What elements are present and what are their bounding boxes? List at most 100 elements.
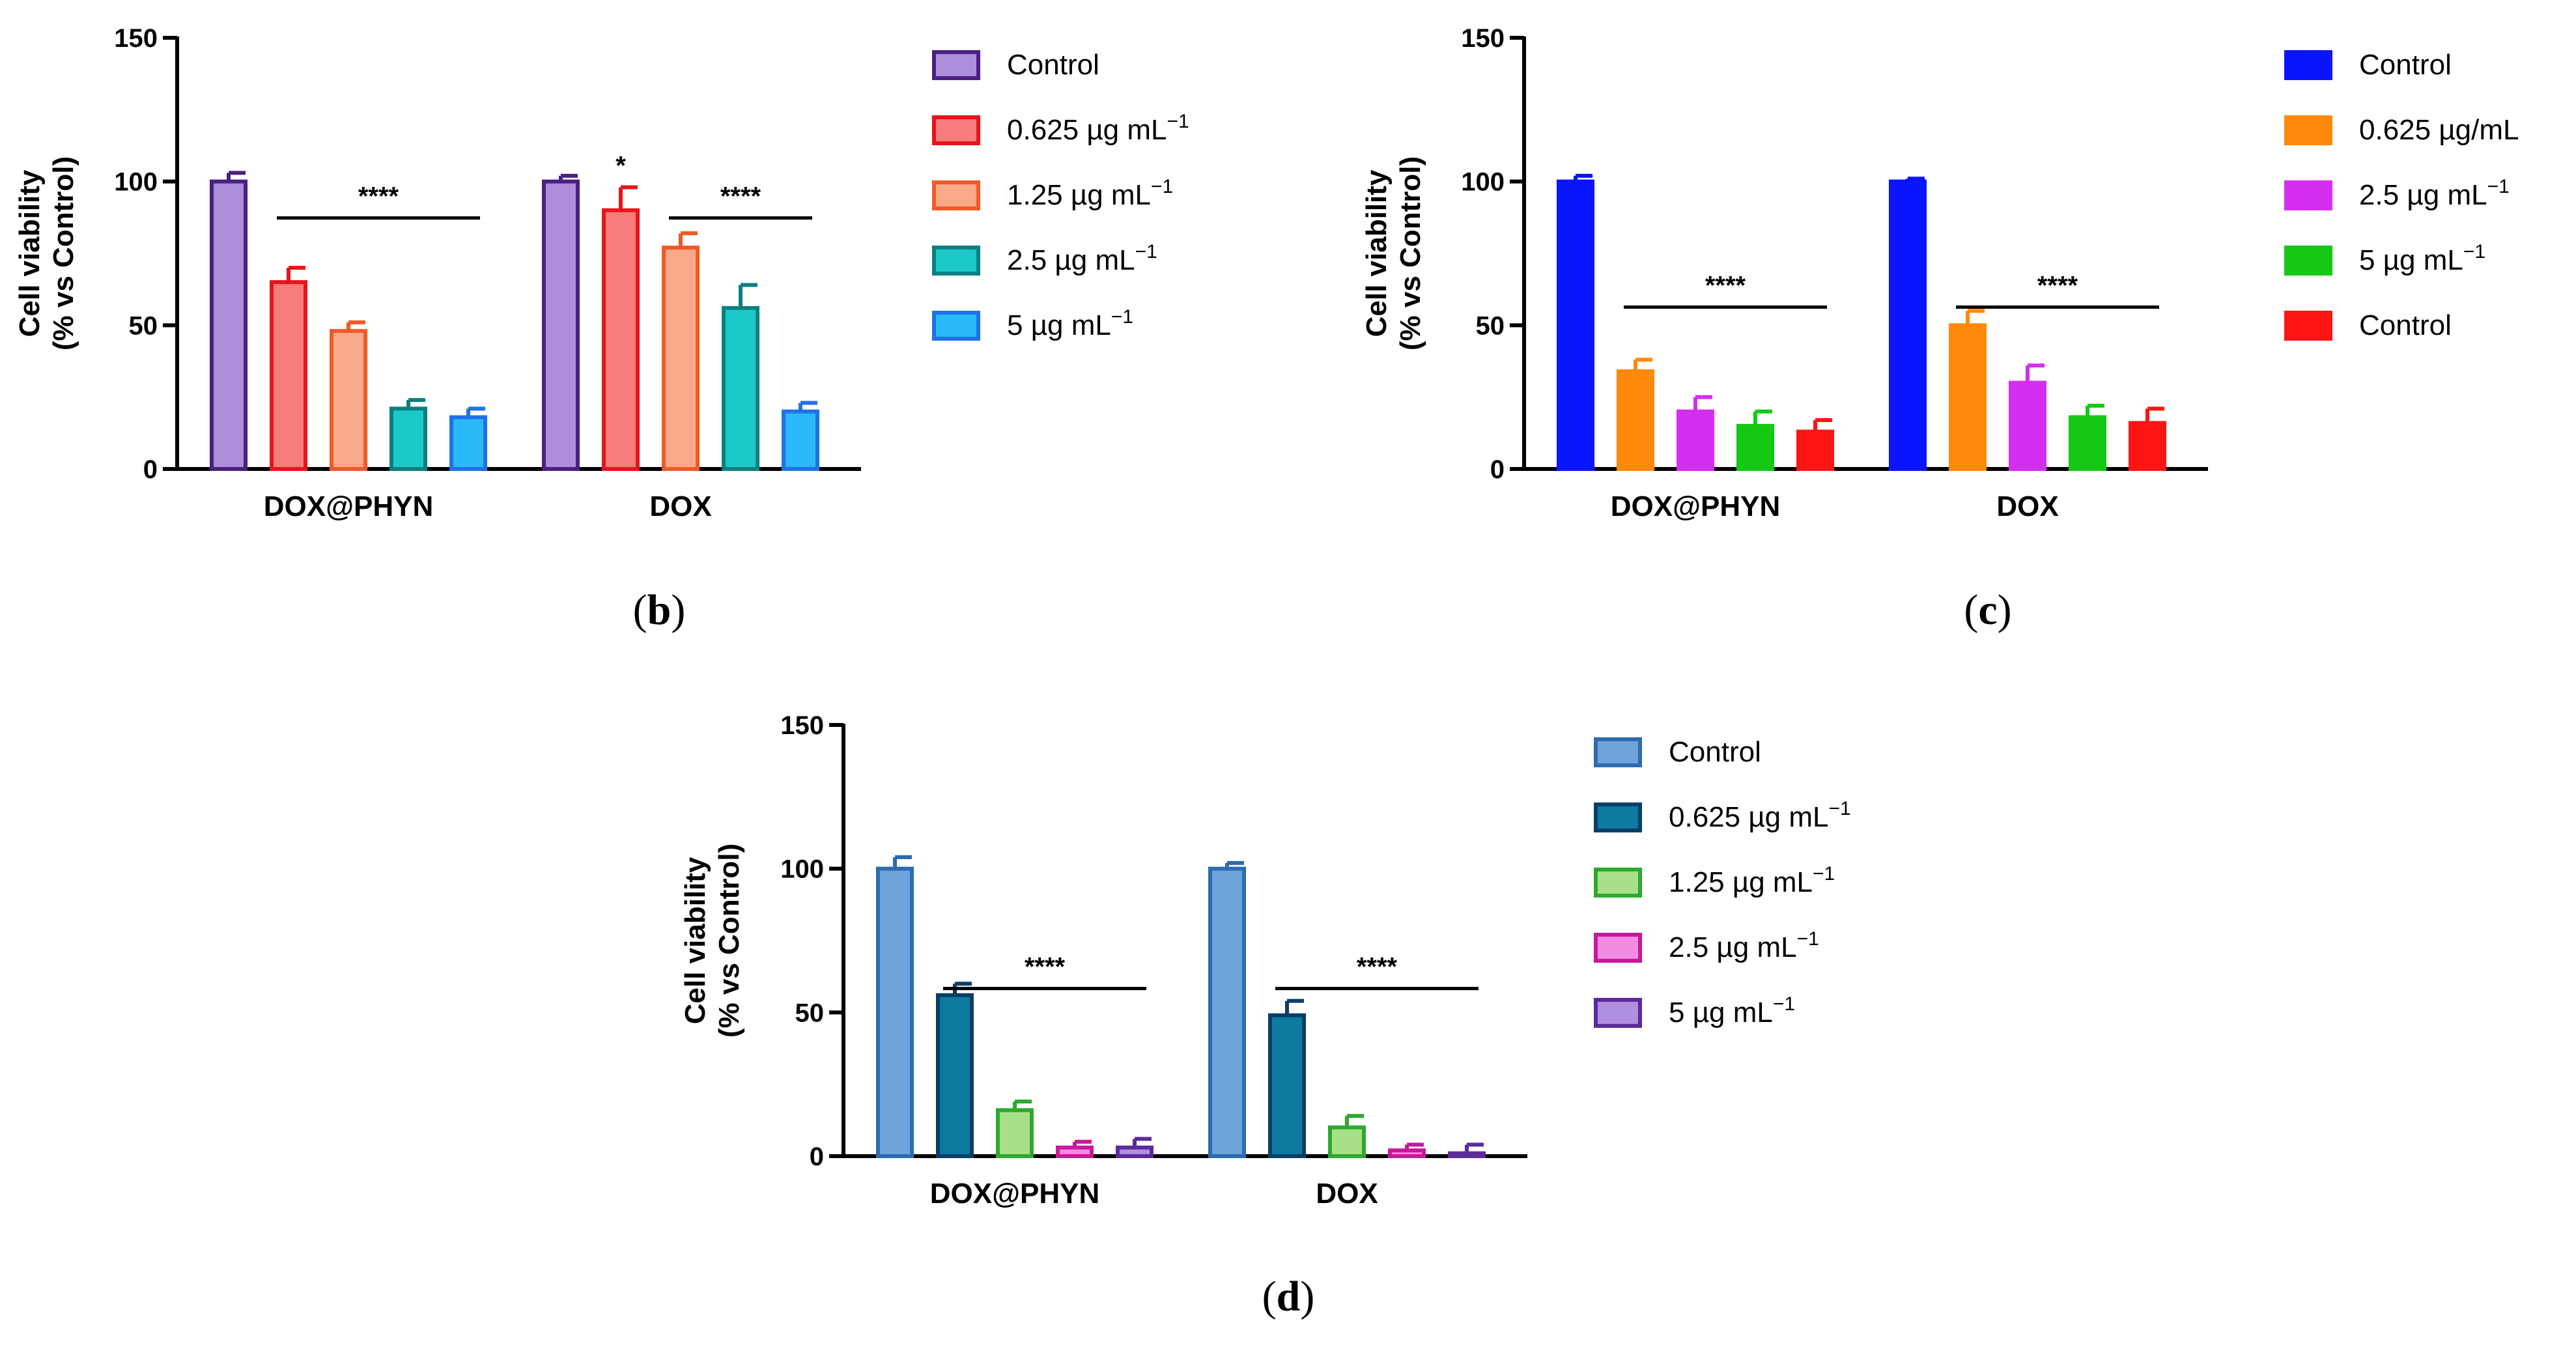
legend-label-main: 2.5 µg mL [1007, 244, 1135, 276]
bar-4-0 [449, 415, 487, 471]
bar-0-1 [1208, 866, 1246, 1158]
legend-label-main: 5 µg mL [1669, 997, 1773, 1028]
legend-label-main: Control [1669, 736, 1761, 768]
legend-swatch [932, 50, 980, 80]
panel-label-letter: d [1277, 1273, 1301, 1320]
y-axis-label: Cell viability [14, 169, 46, 337]
legend-label-main: 2.5 µg mL [1669, 931, 1797, 963]
legend-swatch [1594, 868, 1642, 898]
legend-swatch [932, 180, 980, 210]
y-tick-label: 100 [114, 168, 158, 197]
legend-label-main: 1.25 µg mL [1007, 179, 1151, 211]
bar-3-1 [1388, 1148, 1426, 1159]
y-axis-label: (% vs Control) [48, 156, 79, 350]
significance-stars: **** [2037, 271, 2078, 300]
x-category-label: DOX@PHYN [1611, 490, 1781, 522]
legend-swatch [932, 311, 980, 341]
legend-label-superscript: −1 [1773, 993, 1795, 1015]
y-tick-label: 150 [1461, 24, 1505, 53]
bar-1-0 [936, 993, 974, 1159]
legend-item: 5 µg mL−1 [2284, 241, 2485, 276]
legend-label-main: 1.25 µg mL [1669, 866, 1813, 898]
legend-swatch [1594, 802, 1642, 832]
bar-3-1 [722, 305, 759, 471]
bar-3-1 [2069, 415, 2106, 471]
legend-item: 2.5 µg mL−1 [932, 241, 1157, 276]
legend-label-superscript: −1 [1797, 928, 1819, 950]
y-axis-label: Cell viability [679, 857, 711, 1024]
legend-swatch [1594, 998, 1642, 1028]
x-category-label: DOX [1316, 1178, 1378, 1210]
y-tick-label: 0 [143, 455, 158, 484]
x-category-label: DOX [649, 490, 711, 522]
legend-swatch [2284, 115, 2332, 145]
y-tick-label: 50 [795, 999, 825, 1027]
legend-label-main: 5 µg mL [2359, 244, 2463, 276]
legend-item: 1.25 µg mL−1 [932, 176, 1173, 211]
y-tick-label: 50 [129, 311, 158, 340]
panel-label-open: ( [1262, 1273, 1277, 1320]
legend-label: 0.625 µg mL−1 [1007, 111, 1189, 146]
bar-2-1 [2009, 380, 2046, 471]
legend-label: 0.625 µg/mL [2359, 114, 2519, 146]
legend-label-main: 0.625 µg mL [1669, 801, 1829, 833]
legend-label-main: Control [2359, 309, 2452, 341]
bar-2-1 [1328, 1125, 1366, 1159]
legend-item: 2.5 µg mL−1 [1594, 928, 1819, 963]
bar-0-0 [876, 866, 914, 1158]
y-tick-label: 50 [1476, 311, 1505, 340]
legend-label: 0.625 µg mL−1 [1669, 798, 1851, 833]
legend-swatch [2284, 246, 2332, 276]
bar-3-0 [1056, 1145, 1094, 1159]
legend-label-superscript: −1 [1829, 798, 1851, 819]
chart-panel-d: 0 50 100 150 Cell viability (% vs Control) DOX… [679, 711, 1851, 1320]
legend-label-main: 2.5 µg mL [2359, 179, 2487, 211]
legend-swatch [1594, 933, 1642, 963]
legend-label-main: 0.625 µg/mL [2359, 114, 2519, 146]
legend-label: 5 µg mL−1 [1669, 993, 1795, 1028]
bar-0-0 [210, 179, 248, 471]
bar-2-0 [996, 1108, 1034, 1159]
bar-1-1 [602, 208, 640, 471]
legend-swatch [932, 115, 980, 145]
y-tick-label: 100 [780, 855, 824, 884]
legend-item: 5 µg mL−1 [932, 306, 1133, 341]
bar-4-1 [782, 409, 819, 472]
significance-stars: **** [358, 182, 399, 211]
legend-label: 1.25 µg mL−1 [1007, 176, 1173, 211]
chart-panel-c: 0 50 100 150 Cell viability (% vs Control) DOX… [1361, 24, 2519, 634]
bar-1-0 [270, 280, 307, 471]
legend-label-main: 5 µg mL [1007, 309, 1111, 341]
bar-3-0 [389, 406, 427, 472]
legend-label: 2.5 µg mL−1 [1669, 928, 1819, 963]
y-tick-label: 100 [1461, 168, 1505, 197]
bar-2-0 [1677, 409, 1714, 472]
y-axis-label: Cell viability [1361, 169, 1393, 337]
legend-label-main: 0.625 µg mL [1007, 114, 1167, 146]
panel-label-close: ) [671, 586, 685, 634]
legend-label-main: Control [1007, 49, 1099, 81]
bar-0-0 [1557, 179, 1594, 471]
bar-2-0 [330, 329, 367, 471]
y-tick-label: 150 [780, 711, 824, 740]
x-category-label: DOX@PHYN [930, 1178, 1100, 1210]
x-category-label: DOX@PHYN [264, 490, 434, 522]
legend-item: 0.625 µg mL−1 [932, 111, 1189, 146]
panel-label-letter: b [647, 586, 672, 634]
y-tick-label: 0 [810, 1142, 824, 1171]
legend-label-main: Control [2359, 49, 2452, 81]
bar-3-0 [1736, 423, 1774, 471]
legend-label: Control [2359, 309, 2452, 341]
legend-item: Control [2284, 309, 2452, 341]
bar-0-1 [542, 179, 580, 471]
legend-item: 0.625 µg/mL [2284, 114, 2519, 146]
bar-1-1 [1949, 323, 1987, 472]
bar-4-0 [1116, 1145, 1154, 1159]
significance-stars: **** [1705, 271, 1746, 300]
legend-swatch [2284, 50, 2332, 80]
legend-label-superscript: −1 [1167, 111, 1189, 132]
y-tick-label: 150 [114, 24, 158, 53]
legend-label-superscript: −1 [1151, 176, 1173, 197]
bar-4-1 [1448, 1151, 1486, 1159]
